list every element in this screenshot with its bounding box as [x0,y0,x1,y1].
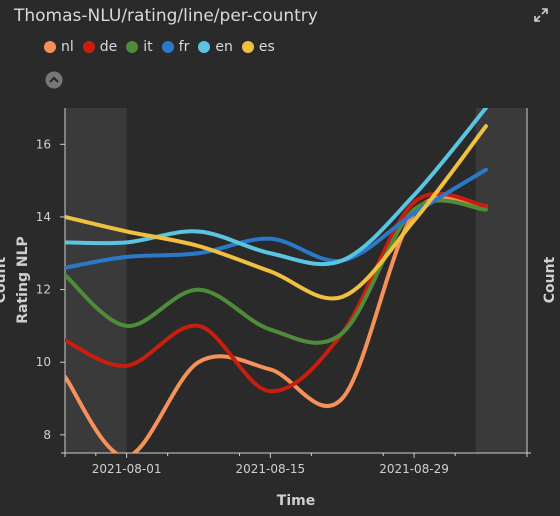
legend-swatch [82,41,95,53]
y-tick-label: 12 [36,283,51,297]
legend-item-nl[interactable]: nl [44,39,74,55]
x-tick-label: 2021-08-01 [92,462,162,476]
y-tick-label: 10 [36,355,51,369]
legend-label: nl [61,39,74,55]
y-axis-label-secondary: Count [0,256,9,303]
legend-swatch [161,41,174,53]
series-line-fr [65,167,488,270]
legend-item-it[interactable]: it [126,39,153,55]
expand-icon[interactable] [534,8,548,22]
legend-swatch [126,41,139,53]
legend-swatch [198,41,211,53]
legend-item-es[interactable]: es [241,39,275,55]
y-tick-label: 14 [36,210,51,224]
chevron-up-icon[interactable] [45,71,63,89]
x-tick-label: 2021-08-15 [235,462,305,476]
y-axis-label: Rating NLP [15,236,31,323]
legend-label: it [143,39,153,55]
legend-label: de [99,39,118,55]
y-tick-label: 16 [36,137,51,151]
series-line-es [65,124,488,301]
legend-label: es [258,39,275,55]
shaded-range [475,108,527,453]
chart-title: Thomas-NLU/rating/line/per-country [14,6,318,26]
shaded-range [65,108,127,453]
series-group [65,108,488,453]
y2-axis-label: Count [542,256,558,303]
legend-item-fr[interactable]: fr [161,39,190,55]
series-line-de [65,191,488,394]
series-line-en [65,108,488,267]
x-axis-label: Time [277,493,315,509]
legend-label: en [215,39,233,55]
x-tick-label: 2021-08-29 [379,462,449,476]
series-line-it [65,198,488,345]
legend-item-en[interactable]: en [198,39,233,55]
legend-swatch [241,41,254,53]
legend-swatch [44,41,56,53]
y-tick-label: 8 [43,428,51,442]
legend-label: fr [178,39,190,55]
legend: nl de it fr en es [44,39,275,55]
legend-item-de[interactable]: de [82,39,118,55]
